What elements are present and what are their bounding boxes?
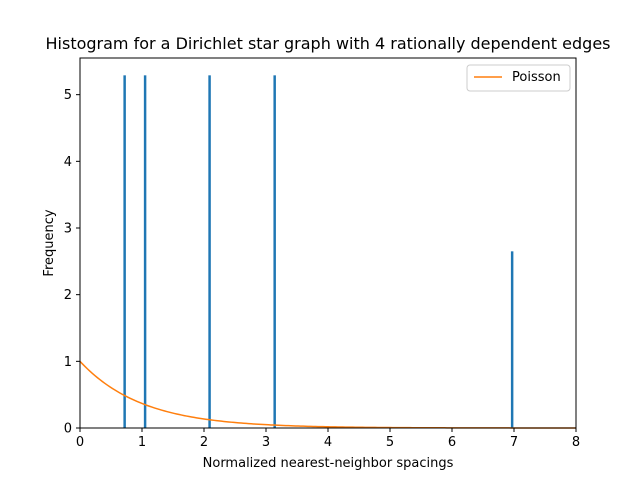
y-tick-label: 0 (64, 422, 72, 437)
histogram-bar-1 (143, 75, 147, 428)
x-axis-label: Normalized nearest-neighbor spacings (203, 456, 454, 471)
x-tick-label: 7 (510, 435, 518, 450)
y-axis-label: Frequency (42, 209, 57, 276)
histogram-bar-3 (273, 75, 276, 428)
x-tick-label: 6 (448, 435, 456, 450)
x-axis-ticks: 0 1 2 3 4 5 6 7 8 (76, 428, 580, 450)
x-tick-label: 8 (572, 435, 580, 450)
x-tick-label: 3 (262, 435, 270, 450)
histogram-bars (123, 75, 514, 428)
y-tick-label: 2 (64, 288, 72, 303)
histogram-bar-4 (510, 251, 514, 428)
y-axis-ticks: 0 1 2 3 4 5 (64, 88, 80, 437)
y-tick-label: 4 (64, 155, 72, 170)
x-tick-label: 1 (138, 435, 146, 450)
y-tick-label: 3 (64, 222, 72, 237)
chart-title: Histogram for a Dirichlet star graph wit… (46, 34, 611, 53)
legend-box (466, 64, 571, 92)
y-tick-label: 1 (64, 355, 72, 370)
x-tick-label: 2 (200, 435, 208, 450)
plot-border (79, 57, 577, 429)
histogram-bar-2 (208, 75, 211, 428)
legend-entry-poisson: Poisson (512, 70, 561, 85)
legend: Poisson (466, 64, 571, 92)
y-tick-label: 5 (64, 88, 72, 103)
plot-area (80, 58, 576, 428)
x-tick-label: 5 (386, 435, 394, 450)
x-tick-label: 0 (76, 435, 84, 450)
histogram-bar-0 (123, 75, 126, 428)
x-tick-label: 4 (324, 435, 332, 450)
